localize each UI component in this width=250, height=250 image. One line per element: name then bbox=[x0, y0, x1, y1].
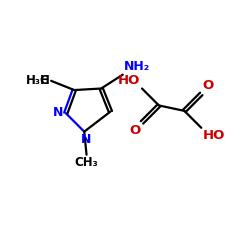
Text: HO: HO bbox=[118, 74, 141, 87]
Text: CH₃: CH₃ bbox=[75, 156, 98, 168]
Text: O: O bbox=[129, 124, 140, 137]
Text: NH₂: NH₂ bbox=[124, 60, 150, 73]
Text: N: N bbox=[53, 106, 64, 119]
Text: N: N bbox=[80, 133, 91, 146]
Text: H: H bbox=[40, 74, 50, 86]
Text: H₃C: H₃C bbox=[26, 74, 50, 86]
Text: O: O bbox=[203, 79, 214, 92]
Text: HO: HO bbox=[203, 129, 225, 142]
